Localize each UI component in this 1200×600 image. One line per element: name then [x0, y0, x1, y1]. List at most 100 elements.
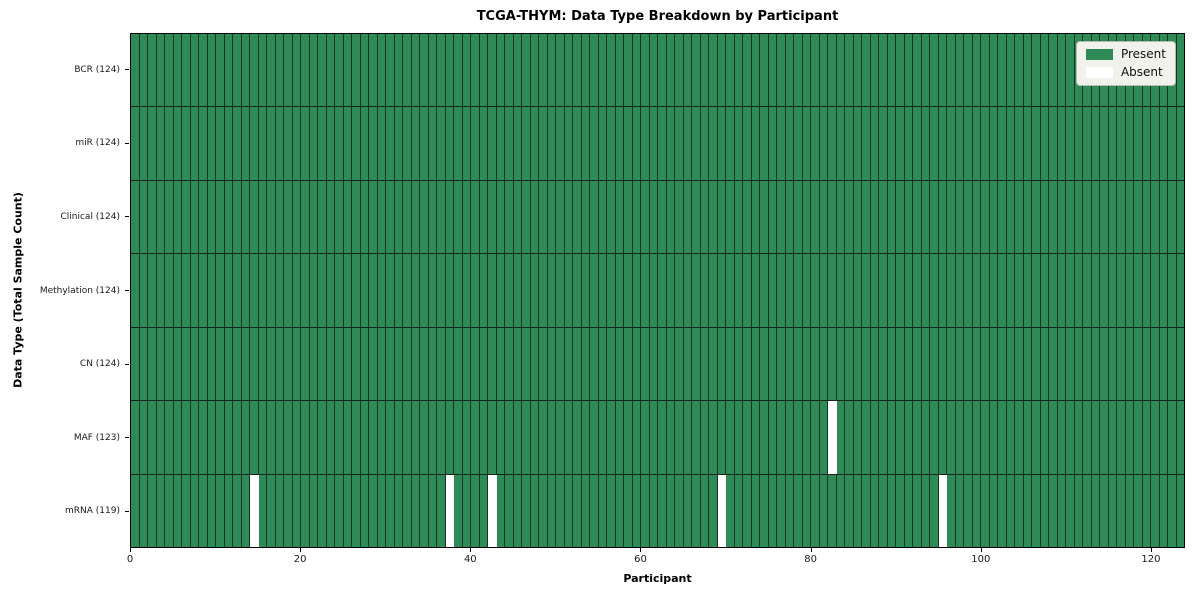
cell	[284, 107, 293, 180]
cell	[556, 180, 565, 254]
cell	[947, 180, 956, 254]
cell	[420, 180, 429, 254]
cell	[734, 180, 743, 254]
cell	[428, 254, 437, 327]
cell	[318, 474, 327, 547]
cell	[1040, 180, 1049, 254]
cell	[530, 327, 539, 401]
cell	[1100, 327, 1109, 401]
cell	[836, 401, 845, 474]
cell	[989, 254, 998, 327]
cell	[845, 34, 854, 107]
cell	[513, 107, 522, 180]
cell	[437, 34, 446, 107]
cell	[938, 401, 947, 474]
cell	[717, 254, 726, 327]
cell	[632, 401, 641, 474]
cell	[547, 327, 556, 401]
cell	[1032, 107, 1041, 180]
cell	[275, 180, 284, 254]
y-tick-label: BCR (124)	[74, 64, 120, 75]
cell	[250, 474, 259, 547]
cell	[505, 401, 514, 474]
x-tick-mark	[300, 548, 302, 552]
cell	[369, 34, 378, 107]
cell	[216, 254, 225, 327]
cell	[743, 34, 752, 107]
cell	[598, 34, 607, 107]
cell	[564, 180, 573, 254]
cell	[207, 107, 216, 180]
cell	[250, 34, 259, 107]
cell	[539, 474, 548, 547]
cell	[598, 254, 607, 327]
cell	[335, 474, 344, 547]
cell	[1108, 401, 1117, 474]
cell	[1074, 474, 1083, 547]
cell	[879, 254, 888, 327]
cell	[862, 327, 871, 401]
cell	[411, 34, 420, 107]
cell	[887, 401, 896, 474]
cell	[1083, 401, 1092, 474]
cell	[853, 401, 862, 474]
cell	[420, 327, 429, 401]
y-tick-mark	[125, 142, 129, 144]
cell	[743, 327, 752, 401]
cell	[836, 474, 845, 547]
cell	[301, 474, 310, 547]
cell	[1040, 107, 1049, 180]
cell	[173, 474, 182, 547]
cell	[641, 254, 650, 327]
cell	[981, 474, 990, 547]
cell	[360, 474, 369, 547]
cell	[836, 34, 845, 107]
cell	[1006, 254, 1015, 327]
heatmap-row-Methylation	[131, 254, 1184, 328]
cell	[862, 180, 871, 254]
present-swatch-icon	[1085, 49, 1113, 60]
cell	[1015, 474, 1024, 547]
cell	[1006, 401, 1015, 474]
cell	[131, 180, 140, 254]
cell	[649, 180, 658, 254]
cell	[998, 474, 1007, 547]
cell	[666, 180, 675, 254]
cell	[1168, 254, 1177, 327]
cell	[581, 180, 590, 254]
cell	[1108, 107, 1117, 180]
cell	[658, 107, 667, 180]
cell	[318, 401, 327, 474]
cell	[241, 327, 250, 401]
cell	[513, 401, 522, 474]
cell	[1023, 34, 1032, 107]
cell	[590, 107, 599, 180]
cell	[683, 180, 692, 254]
cell	[819, 401, 828, 474]
cell	[632, 474, 641, 547]
cell	[717, 401, 726, 474]
cell	[879, 180, 888, 254]
cell	[479, 107, 488, 180]
cell	[292, 254, 301, 327]
cell	[649, 401, 658, 474]
cell	[547, 254, 556, 327]
cell	[131, 34, 140, 107]
cell	[726, 34, 735, 107]
cell	[938, 107, 947, 180]
cell	[658, 474, 667, 547]
cell	[590, 254, 599, 327]
cell	[233, 180, 242, 254]
cell	[913, 401, 922, 474]
cell	[845, 254, 854, 327]
heatmap-row-miR	[131, 107, 1184, 181]
cell	[862, 474, 871, 547]
y-tick-label: Clinical (124)	[60, 211, 120, 222]
cell	[488, 474, 497, 547]
cell	[1168, 327, 1177, 401]
cell	[573, 34, 582, 107]
cell	[666, 254, 675, 327]
cell	[1117, 401, 1126, 474]
cell	[709, 107, 718, 180]
cell	[335, 401, 344, 474]
